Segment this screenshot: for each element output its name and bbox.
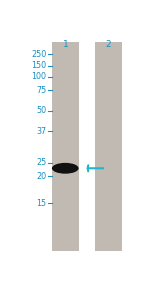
Text: 37: 37 [37,127,47,136]
Bar [95,42,122,251]
Text: 50: 50 [37,106,47,115]
Ellipse shape [52,163,79,174]
Text: 1: 1 [63,40,68,49]
Text: 250: 250 [31,50,47,59]
Bar [52,42,79,251]
Text: 15: 15 [37,199,47,208]
Text: 100: 100 [32,72,47,81]
Text: 150: 150 [32,61,47,70]
Text: 25: 25 [36,158,47,167]
Text: 20: 20 [37,172,47,181]
Text: 75: 75 [36,86,47,95]
Text: 2: 2 [106,40,111,49]
